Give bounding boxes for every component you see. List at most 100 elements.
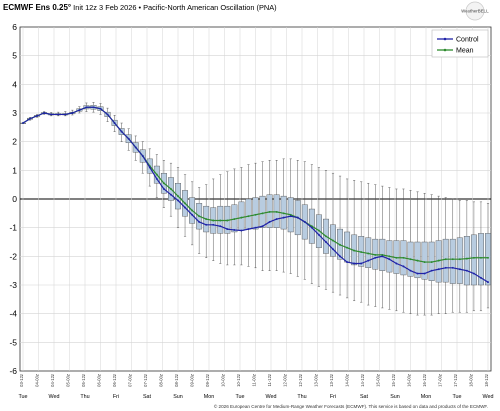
iqr-box xyxy=(259,195,266,228)
mean-point xyxy=(198,215,201,218)
control-point xyxy=(339,255,341,258)
y-tick-label: -3 xyxy=(9,280,17,290)
x-date-label: 11-00z xyxy=(252,374,257,387)
control-point xyxy=(437,268,440,271)
mean-point xyxy=(219,219,222,222)
control-point xyxy=(78,109,81,112)
x-date-label: 17-12z xyxy=(453,374,458,387)
x-date-label: 15-12z xyxy=(391,374,396,387)
control-point xyxy=(22,122,24,124)
control-point xyxy=(296,216,299,219)
x-day-label: Mon xyxy=(204,394,215,400)
plot-area: 6 5 4 3 2 1 0 -1 -2 -3 -4 -5 -6 03-12z 04-00z 04-12z 05… xyxy=(9,22,493,400)
control-point xyxy=(85,106,88,109)
control-point xyxy=(43,112,46,114)
x-day-label: Thu xyxy=(80,394,89,400)
x-date-label: 14-00z xyxy=(345,374,350,387)
mean-point xyxy=(360,251,363,253)
control-point xyxy=(205,223,208,226)
x-date-label: 13-12z xyxy=(329,374,334,387)
mean-point xyxy=(437,259,440,262)
iqr-box xyxy=(470,234,477,286)
x-date-label: 07-12z xyxy=(143,374,148,387)
x-date-label: 08-00z xyxy=(159,374,164,387)
x-date-label: 12-12z xyxy=(298,374,303,387)
control-point xyxy=(134,146,137,149)
mean-point xyxy=(268,210,271,213)
chart-title: ECMWF Ens 0.25° Init 12z 3 Feb 2026 • Pa… xyxy=(3,3,277,12)
x-date-label: 16-12z xyxy=(422,374,427,387)
control-point xyxy=(177,199,179,202)
mean-point xyxy=(170,188,172,190)
control-point xyxy=(106,113,109,116)
iqr-box xyxy=(485,233,491,286)
box-whisker xyxy=(470,201,477,312)
control-point xyxy=(120,130,123,133)
x-date-label: 18-00z xyxy=(469,374,474,387)
title-rest: Init 12z 3 Feb 2026 • Pacific-North Amer… xyxy=(71,3,277,12)
x-date-label: 05-12z xyxy=(81,374,86,387)
control-point xyxy=(92,106,95,109)
control-point xyxy=(487,281,489,284)
mean-point xyxy=(451,258,454,261)
control-point xyxy=(289,215,292,218)
mean-point xyxy=(325,235,327,238)
mean-point xyxy=(247,215,250,218)
logo-circle-icon xyxy=(465,1,485,21)
iqr-box xyxy=(449,238,456,284)
y-tick-label: -5 xyxy=(9,337,17,347)
control-point xyxy=(303,220,306,223)
mean-point xyxy=(480,256,482,259)
mean-point xyxy=(472,256,475,259)
mean-point xyxy=(240,216,243,219)
y-tick-label: 6 xyxy=(12,22,17,32)
box-whisker xyxy=(449,198,456,313)
control-point xyxy=(50,113,53,116)
control-point xyxy=(36,114,39,117)
mean-point xyxy=(332,239,334,242)
mean-point xyxy=(317,229,320,232)
box-whisker xyxy=(421,193,428,316)
x-date-label: 03-12z xyxy=(19,374,24,387)
x-day-label: Thu xyxy=(297,394,306,400)
control-point xyxy=(71,112,74,114)
box-whisker xyxy=(478,201,484,312)
copyright-footer: © 2026 European Centre for Medium-Range … xyxy=(214,403,488,409)
x-date-label: 06-12z xyxy=(112,374,117,387)
control-point xyxy=(395,262,398,265)
mean-point xyxy=(162,182,165,185)
y-axis-ticks: 6 5 4 3 2 1 0 -1 -2 -3 -4 -5 -6 xyxy=(9,22,17,376)
mean-point xyxy=(353,249,356,252)
control-point xyxy=(254,226,257,229)
y-tick-label: 5 xyxy=(12,51,17,61)
y-tick-label: 4 xyxy=(12,79,17,89)
control-point xyxy=(480,276,482,279)
mean-point xyxy=(444,258,447,261)
control-point xyxy=(261,225,264,228)
control-point xyxy=(184,206,186,209)
control-point xyxy=(374,256,377,259)
control-point xyxy=(367,259,370,262)
mean-point xyxy=(402,256,405,259)
mean-point xyxy=(289,213,292,216)
iqr-box xyxy=(421,241,428,280)
x-date-label: 11-12z xyxy=(267,374,272,387)
box-whisker xyxy=(252,162,259,269)
mean-point xyxy=(367,252,370,255)
control-point xyxy=(141,155,144,157)
control-point xyxy=(451,266,454,269)
x-day-label: Wed xyxy=(483,394,494,400)
x-day-label: Sat xyxy=(143,394,152,400)
x-day-label: Mon xyxy=(421,394,432,400)
control-point xyxy=(430,269,433,272)
control-point xyxy=(170,193,172,196)
iqr-box xyxy=(456,237,463,284)
mean-point xyxy=(226,219,229,222)
x-day-label: Sun xyxy=(173,394,183,400)
mean-point xyxy=(261,212,264,215)
x-date-label: 12-00z xyxy=(283,374,288,387)
x-date-label: 17-00z xyxy=(438,374,443,387)
control-point xyxy=(353,262,356,265)
mean-point xyxy=(374,253,377,256)
control-point xyxy=(247,228,250,231)
